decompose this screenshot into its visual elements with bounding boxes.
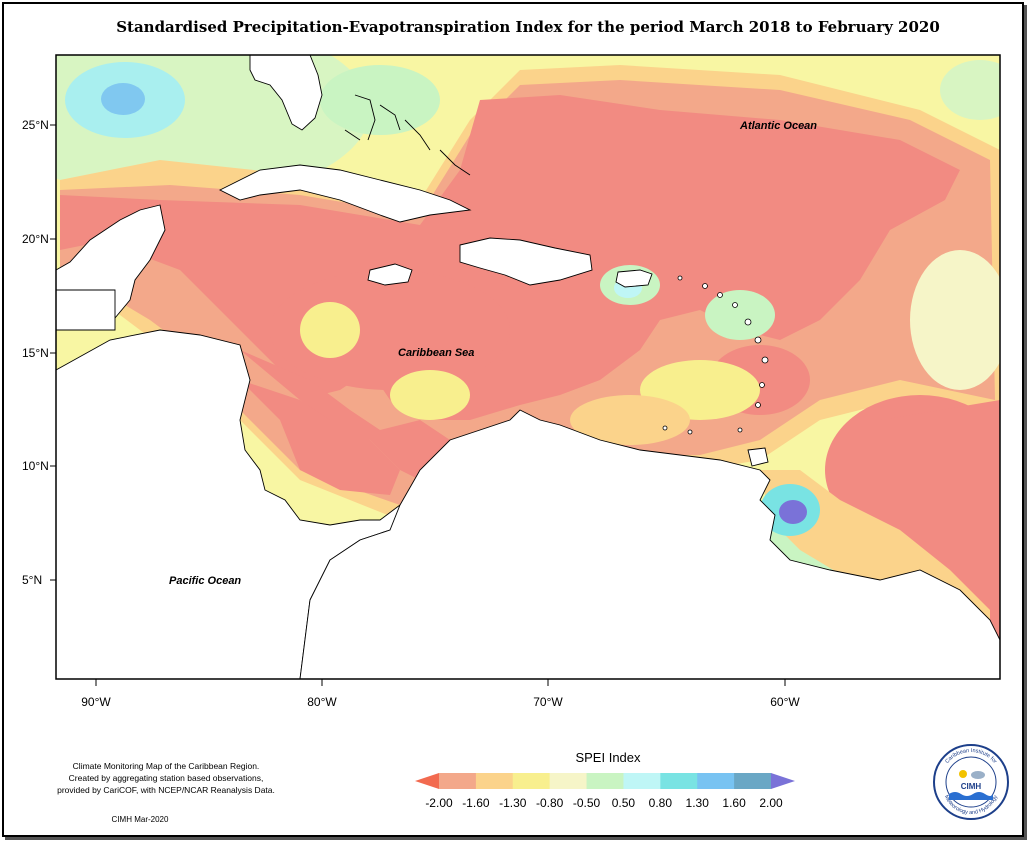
- y-ticks: [50, 124, 56, 581]
- legend-swatch: [623, 773, 661, 789]
- x-tick-label: 90°W: [81, 695, 111, 709]
- legend-labels: -2.00 -1.60 -1.30 -0.80 -0.50 0.50 0.80 1.30 1.6…: [420, 796, 800, 812]
- x-tick-label: 80°W: [307, 695, 337, 709]
- note-line: provided by CariCOF, with NCEP/NCAR Rean…: [57, 785, 275, 795]
- legend-swatch: [734, 773, 772, 789]
- x-ticks: [95, 679, 786, 686]
- legend-swatch: [586, 773, 624, 789]
- lesser-antilles: [662, 275, 769, 435]
- legend-label: -0.50: [572, 796, 601, 810]
- x-tick-label: 70°W: [533, 695, 563, 709]
- legend-swatch: [771, 773, 795, 789]
- map-border: [55, 54, 1001, 680]
- sun-icon: [959, 770, 967, 778]
- legend-swatch: [415, 773, 439, 789]
- y-tick-label: 20°N: [22, 232, 49, 246]
- legend-label: 1.30: [685, 796, 709, 810]
- legend-swatch: [697, 773, 735, 789]
- legend-swatch: [660, 773, 698, 789]
- legend-swatch: [475, 773, 514, 789]
- legend-label: -0.80: [535, 796, 564, 810]
- y-tick-label: 5°N: [22, 573, 43, 587]
- legend-label: 1.60: [722, 796, 746, 810]
- waves-icon: [949, 792, 993, 800]
- land: [56, 55, 1000, 679]
- legend-title: SPEI Index: [575, 750, 641, 765]
- legend-label: 2.00: [759, 796, 783, 810]
- x-tick-label: 60°W: [770, 695, 800, 709]
- cloud-icon: [971, 771, 985, 779]
- legend-label: -1.60: [462, 796, 490, 810]
- map-stamp: CIMH Mar-2020: [111, 815, 169, 824]
- caribbean-sea-label: Caribbean Sea: [398, 347, 475, 359]
- spei-field: [56, 55, 1000, 679]
- legend-label: -1.30: [499, 796, 527, 810]
- bahamas: [344, 94, 471, 176]
- cimh-logo: Caribbean Institute for Meteorology and …: [933, 744, 1009, 820]
- logo-text: CIMH: [961, 782, 982, 791]
- legend-label: 0.50: [611, 796, 636, 810]
- atlantic-ocean-label: Atlantic Ocean: [740, 120, 818, 132]
- legend-colorbar: [415, 773, 795, 789]
- y-tick-label: 15°N: [22, 346, 49, 360]
- note-line: Created by aggregating station based obs…: [68, 773, 264, 783]
- legend-label: 0.80: [648, 796, 672, 810]
- y-tick-label: 10°N: [22, 459, 49, 473]
- y-tick-label: 25°N: [22, 118, 49, 132]
- legend-label: -2.00: [425, 796, 453, 810]
- pacific-ocean-label: Pacific Ocean: [169, 575, 242, 587]
- map-title: Standardised Precipitation-Evapotranspir…: [116, 18, 940, 36]
- map-notes: Climate Monitoring Map of the Caribbean …: [36, 760, 296, 796]
- legend-swatch: [512, 773, 551, 789]
- note-line: Climate Monitoring Map of the Caribbean …: [72, 761, 260, 771]
- legend-swatch: [439, 773, 477, 789]
- legend-swatch: [549, 773, 588, 789]
